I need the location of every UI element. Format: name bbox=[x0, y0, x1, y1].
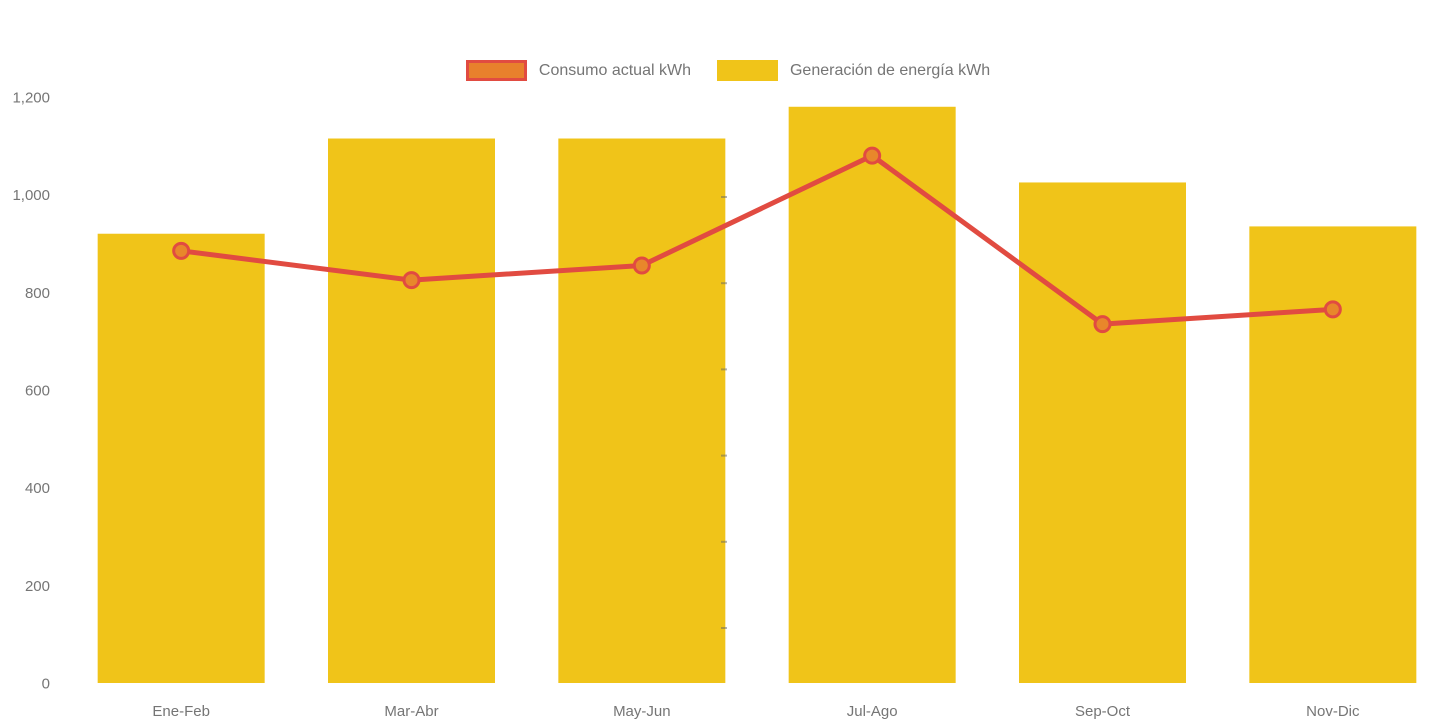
x-axis-category-label: Ene-Feb bbox=[152, 703, 210, 720]
y-axis-tick-label: 800 bbox=[25, 285, 50, 302]
legend-label-consumo: Consumo actual kWh bbox=[538, 61, 691, 79]
y-axis-tick-label: 1,000 bbox=[12, 187, 50, 204]
minor-tick-artifact bbox=[721, 540, 727, 543]
consumption-line bbox=[178, 153, 1336, 327]
legend-item-consumo[interactable]: Consumo actual kWh bbox=[465, 60, 691, 81]
consumption-point[interactable] bbox=[402, 271, 421, 290]
legend-label-generacion: Generación de energía kWh bbox=[789, 61, 991, 79]
generation-bar[interactable] bbox=[97, 233, 265, 683]
minor-tick-artifact bbox=[721, 454, 727, 457]
consumption-point[interactable] bbox=[863, 146, 882, 165]
minor-tick-artifact bbox=[721, 196, 727, 198]
chart-legend: Consumo actual kWh Generación de energía… bbox=[0, 60, 1456, 81]
x-axis-category-label: Sep-Oct bbox=[1075, 703, 1131, 720]
generation-bar[interactable] bbox=[1019, 182, 1186, 684]
minor-tick-artifact bbox=[721, 368, 727, 371]
y-axis-tick-label: 0 bbox=[42, 676, 50, 693]
consumption-point[interactable] bbox=[1093, 315, 1112, 334]
minor-tick-artifact bbox=[721, 627, 727, 629]
y-axis-tick-label: 400 bbox=[25, 480, 50, 497]
x-axis-category-label: Jul-Ago bbox=[847, 703, 898, 720]
x-axis-category-label: May-Jun bbox=[613, 703, 671, 720]
generation-bar[interactable] bbox=[1249, 226, 1417, 684]
consumo-swatch-icon bbox=[465, 60, 527, 81]
generation-bar[interactable] bbox=[788, 106, 956, 684]
x-axis-category-label: Mar-Abr bbox=[384, 703, 438, 720]
consumption-point[interactable] bbox=[632, 256, 651, 275]
generation-bar[interactable] bbox=[328, 138, 495, 684]
y-axis-tick-label: 200 bbox=[25, 578, 50, 595]
legend-item-generacion[interactable]: Generación de energía kWh bbox=[716, 60, 991, 81]
y-axis-tick-label: 1,200 bbox=[12, 90, 50, 107]
consumption-point[interactable] bbox=[172, 241, 191, 260]
consumption-point[interactable] bbox=[1323, 300, 1342, 319]
generacion-swatch-icon bbox=[716, 60, 778, 81]
x-axis-category-label: Nov-Dic bbox=[1306, 703, 1360, 720]
generation-bar[interactable] bbox=[558, 138, 726, 684]
minor-tick-artifact bbox=[721, 282, 727, 285]
y-axis-tick-label: 600 bbox=[25, 383, 50, 400]
